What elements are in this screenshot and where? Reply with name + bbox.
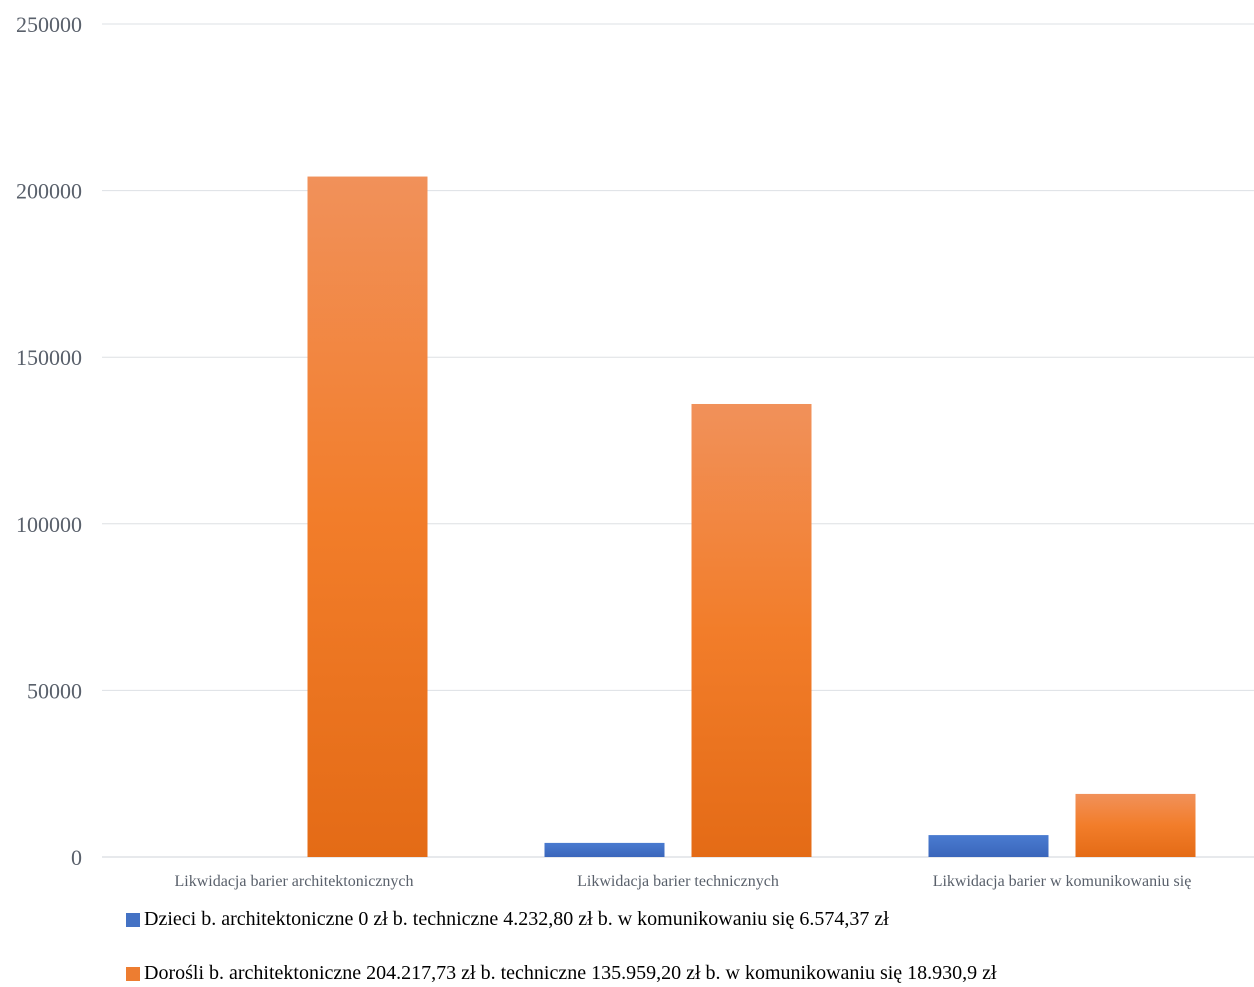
y-tick-label: 100000 [16, 512, 82, 537]
legend-swatch-dzieci [126, 912, 140, 927]
legend-item-dzieci: Dzieci b. architektoniczne 0 zł b. techn… [126, 908, 889, 931]
x-category-label: Likwidacja barier architektonicznych [175, 873, 414, 890]
x-category-label: Likwidacja barier w komunikowaniu się [933, 873, 1192, 890]
x-category-label: Likwidacja barier technicznych [577, 873, 779, 890]
y-tick-label: 50000 [27, 678, 82, 703]
gridlines [102, 23, 1254, 858]
bar-dzieci-2 [928, 835, 1049, 857]
y-tick-label: 200000 [16, 179, 82, 204]
bars [307, 176, 1196, 858]
y-tick-label: 250000 [16, 12, 82, 37]
bar-dorosli-0 [307, 176, 428, 858]
bar-dorosli-2 [1075, 793, 1196, 857]
y-tick-label: 0 [71, 845, 82, 870]
legend-item-dorosli: Dorośli b. architektoniczne 204.217,73 z… [126, 962, 997, 985]
x-axis-categories: Likwidacja barier architektonicznych Likw… [175, 873, 1192, 890]
legend-label-dzieci: Dzieci b. architektoniczne 0 zł b. techn… [144, 908, 889, 930]
legend-swatch-dorosli [126, 966, 140, 981]
bar-dzieci-1 [544, 842, 665, 857]
legend-label-dorosli: Dorośli b. architektoniczne 204.217,73 z… [144, 962, 997, 984]
y-axis-ticks: 0 50000 100000 150000 200000 250000 [16, 12, 82, 870]
bar-dorosli-1 [691, 403, 812, 857]
y-tick-label: 150000 [16, 345, 82, 370]
